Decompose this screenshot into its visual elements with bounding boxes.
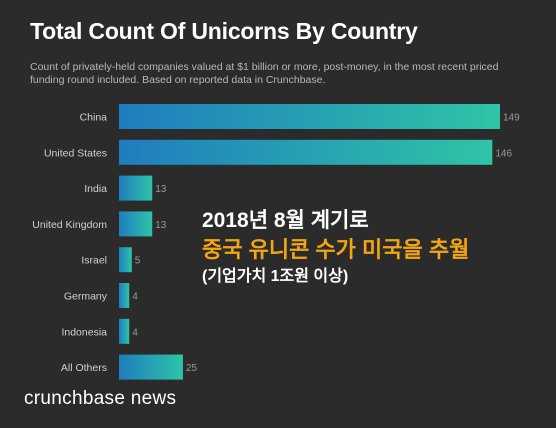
bar <box>119 104 500 129</box>
bar <box>119 283 130 308</box>
bar <box>119 139 493 165</box>
category-label: United Kingdom <box>32 219 107 231</box>
bar <box>119 247 132 273</box>
bar <box>119 211 153 237</box>
annotation-line-1: 2018년 8월 계기로 <box>202 209 369 232</box>
value-label: 5 <box>135 256 141 267</box>
annotation-line-2: 중국 유니콘 수가 미국을 추월 <box>202 237 470 262</box>
bar <box>119 318 130 344</box>
category-label: Indonesia <box>61 326 107 338</box>
category-label: Israel <box>81 255 107 267</box>
value-label: 13 <box>155 220 167 231</box>
category-label: Germany <box>64 291 108 303</box>
chart-title: Total Count Of Unicorns By Country <box>30 18 418 44</box>
value-label: 146 <box>495 148 512 159</box>
category-label: United States <box>44 147 107 159</box>
chart-subtitle: Count of privately-held companies valued… <box>30 61 499 86</box>
korean-annotation-box: 2018년 8월 계기로 중국 유니콘 수가 미국을 추월 (기업가치 1조원 … <box>196 203 478 293</box>
category-label: All Others <box>61 362 107 374</box>
value-label: 13 <box>155 184 167 195</box>
annotation-line-3: (기업가치 1조원 이상) <box>202 268 349 285</box>
brand-logo-text: crunchbase news <box>24 388 177 409</box>
category-label: China <box>80 112 108 124</box>
bar <box>119 354 183 380</box>
value-label: 4 <box>132 327 138 338</box>
value-label: 149 <box>503 113 520 124</box>
value-label: 25 <box>186 363 198 374</box>
bar <box>119 175 153 201</box>
category-label: India <box>84 183 107 195</box>
value-label: 4 <box>132 292 138 303</box>
